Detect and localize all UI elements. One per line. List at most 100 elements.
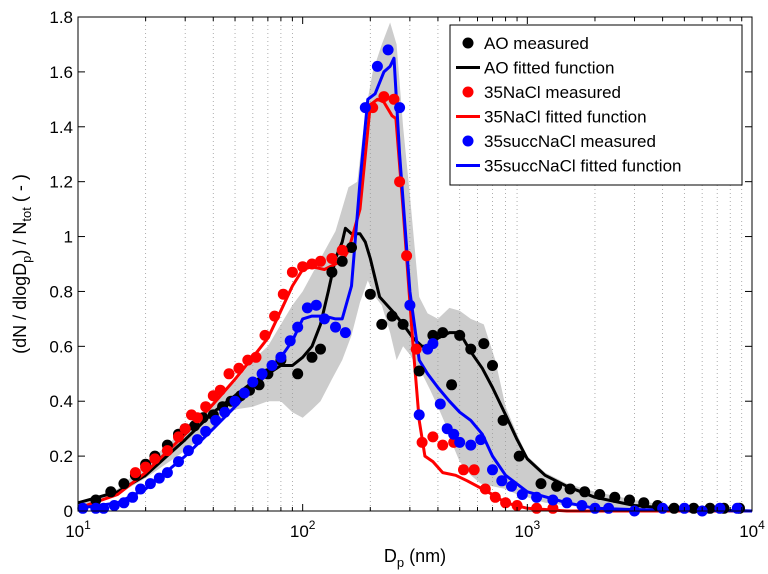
data-point <box>149 453 161 465</box>
data-point <box>179 423 191 435</box>
data-point <box>277 288 289 300</box>
data-point <box>173 456 184 468</box>
data-point <box>359 102 371 114</box>
data-point <box>336 244 348 256</box>
data-point <box>506 480 517 492</box>
data-point <box>326 266 338 278</box>
data-point <box>140 461 152 473</box>
data-point <box>371 60 383 72</box>
x-tick-label-exponent: 3 <box>533 518 540 532</box>
legend-item: 35NaCl fitted function <box>456 108 647 127</box>
data-point <box>200 425 212 437</box>
x-tick-label-base: 10 <box>65 522 84 541</box>
legend-marker <box>462 86 474 98</box>
data-point <box>624 494 635 506</box>
data-point <box>219 406 231 418</box>
data-point <box>427 431 439 443</box>
data-point <box>135 483 147 495</box>
legend-item: AO measured <box>462 34 589 53</box>
data-point <box>468 464 480 476</box>
data-point <box>318 313 330 325</box>
data-point <box>427 338 439 350</box>
legend: AO measured AO fitted function 35NaCl meas… <box>449 24 743 186</box>
legend-box <box>449 24 743 186</box>
y-axis-title-sub2: tot <box>19 207 34 222</box>
data-point <box>297 261 309 273</box>
legend-marker <box>462 37 474 49</box>
data-point <box>427 329 439 341</box>
y-tick-label: 1.4 <box>49 118 73 137</box>
data-point <box>275 351 287 363</box>
data-point <box>511 500 523 511</box>
data-point <box>668 502 680 514</box>
data-point <box>638 497 650 509</box>
legend-label: 35NaCl fitted function <box>484 108 647 127</box>
x-tick-label: 103 <box>515 518 541 541</box>
data-point <box>388 93 400 105</box>
y-tick-label: 0 <box>64 502 73 521</box>
data-point <box>108 500 120 511</box>
plot-frame <box>77 16 753 512</box>
data-point <box>478 338 490 350</box>
data-point <box>401 250 413 262</box>
data-point <box>269 310 281 322</box>
legend-label: 35succNaCl fitted function <box>484 157 682 176</box>
x-tick-label: 101 <box>65 518 91 541</box>
data-point <box>487 360 498 371</box>
data-point <box>731 502 743 514</box>
x-axis-title-unit: (nm) <box>404 546 446 566</box>
data-point <box>547 494 559 506</box>
y-tick-label: 0.2 <box>49 447 73 466</box>
data-point <box>516 489 528 500</box>
legend-label: AO fitted function <box>484 59 614 78</box>
data-point <box>77 502 89 514</box>
data-point <box>376 318 388 330</box>
data-point <box>200 401 212 413</box>
y-axis-title-part1: (dN / dlogD <box>10 263 30 354</box>
data-point <box>394 176 406 188</box>
data-point <box>561 497 573 509</box>
legend-item: 35NaCl measured <box>462 83 621 102</box>
x-axis-title-sub: p <box>397 555 404 570</box>
data-point <box>513 450 525 462</box>
data-point <box>394 102 406 114</box>
x-tick-label-exponent: 2 <box>309 518 316 532</box>
legend-items: AO measured AO fitted function 35NaCl meas… <box>456 34 682 176</box>
data-point <box>292 321 304 333</box>
y-tick-label: 0.8 <box>49 282 73 301</box>
data-point <box>127 491 139 503</box>
data-point <box>118 497 130 509</box>
data-point <box>161 467 173 479</box>
axis-ticks <box>77 16 752 512</box>
legend-item: 35succNaCl fitted function <box>456 157 682 176</box>
data-point <box>479 483 491 495</box>
data-point <box>330 321 341 333</box>
data-point <box>161 445 173 457</box>
data-point <box>153 472 165 484</box>
data-point <box>310 299 322 311</box>
data-point <box>531 491 543 503</box>
x-tick-label-base: 10 <box>515 522 534 541</box>
data-point <box>286 266 298 278</box>
data-point <box>191 434 203 446</box>
data-point <box>306 351 318 363</box>
data-point <box>603 502 615 514</box>
legend-marker <box>462 135 474 147</box>
data-point <box>191 412 203 424</box>
data-point <box>434 398 446 410</box>
y-axis-title-part2: ) / N <box>10 222 30 256</box>
data-point <box>378 91 390 103</box>
data-point <box>256 368 268 380</box>
legend-label: 35succNaCl measured <box>484 132 656 151</box>
x-axis-title: Dp (nm) <box>384 546 446 570</box>
data-point <box>531 502 543 514</box>
data-point <box>233 362 245 374</box>
data-point <box>535 478 547 490</box>
data-point <box>413 365 425 377</box>
data-point <box>413 409 425 421</box>
y-axis-title: (dN / dlogDp) / Ntot ( - ) <box>10 174 34 354</box>
data-point <box>315 343 326 355</box>
x-axis-title-main: D <box>384 546 397 566</box>
x-tick-label-exponent: 4 <box>758 518 765 532</box>
data-point <box>437 439 449 451</box>
